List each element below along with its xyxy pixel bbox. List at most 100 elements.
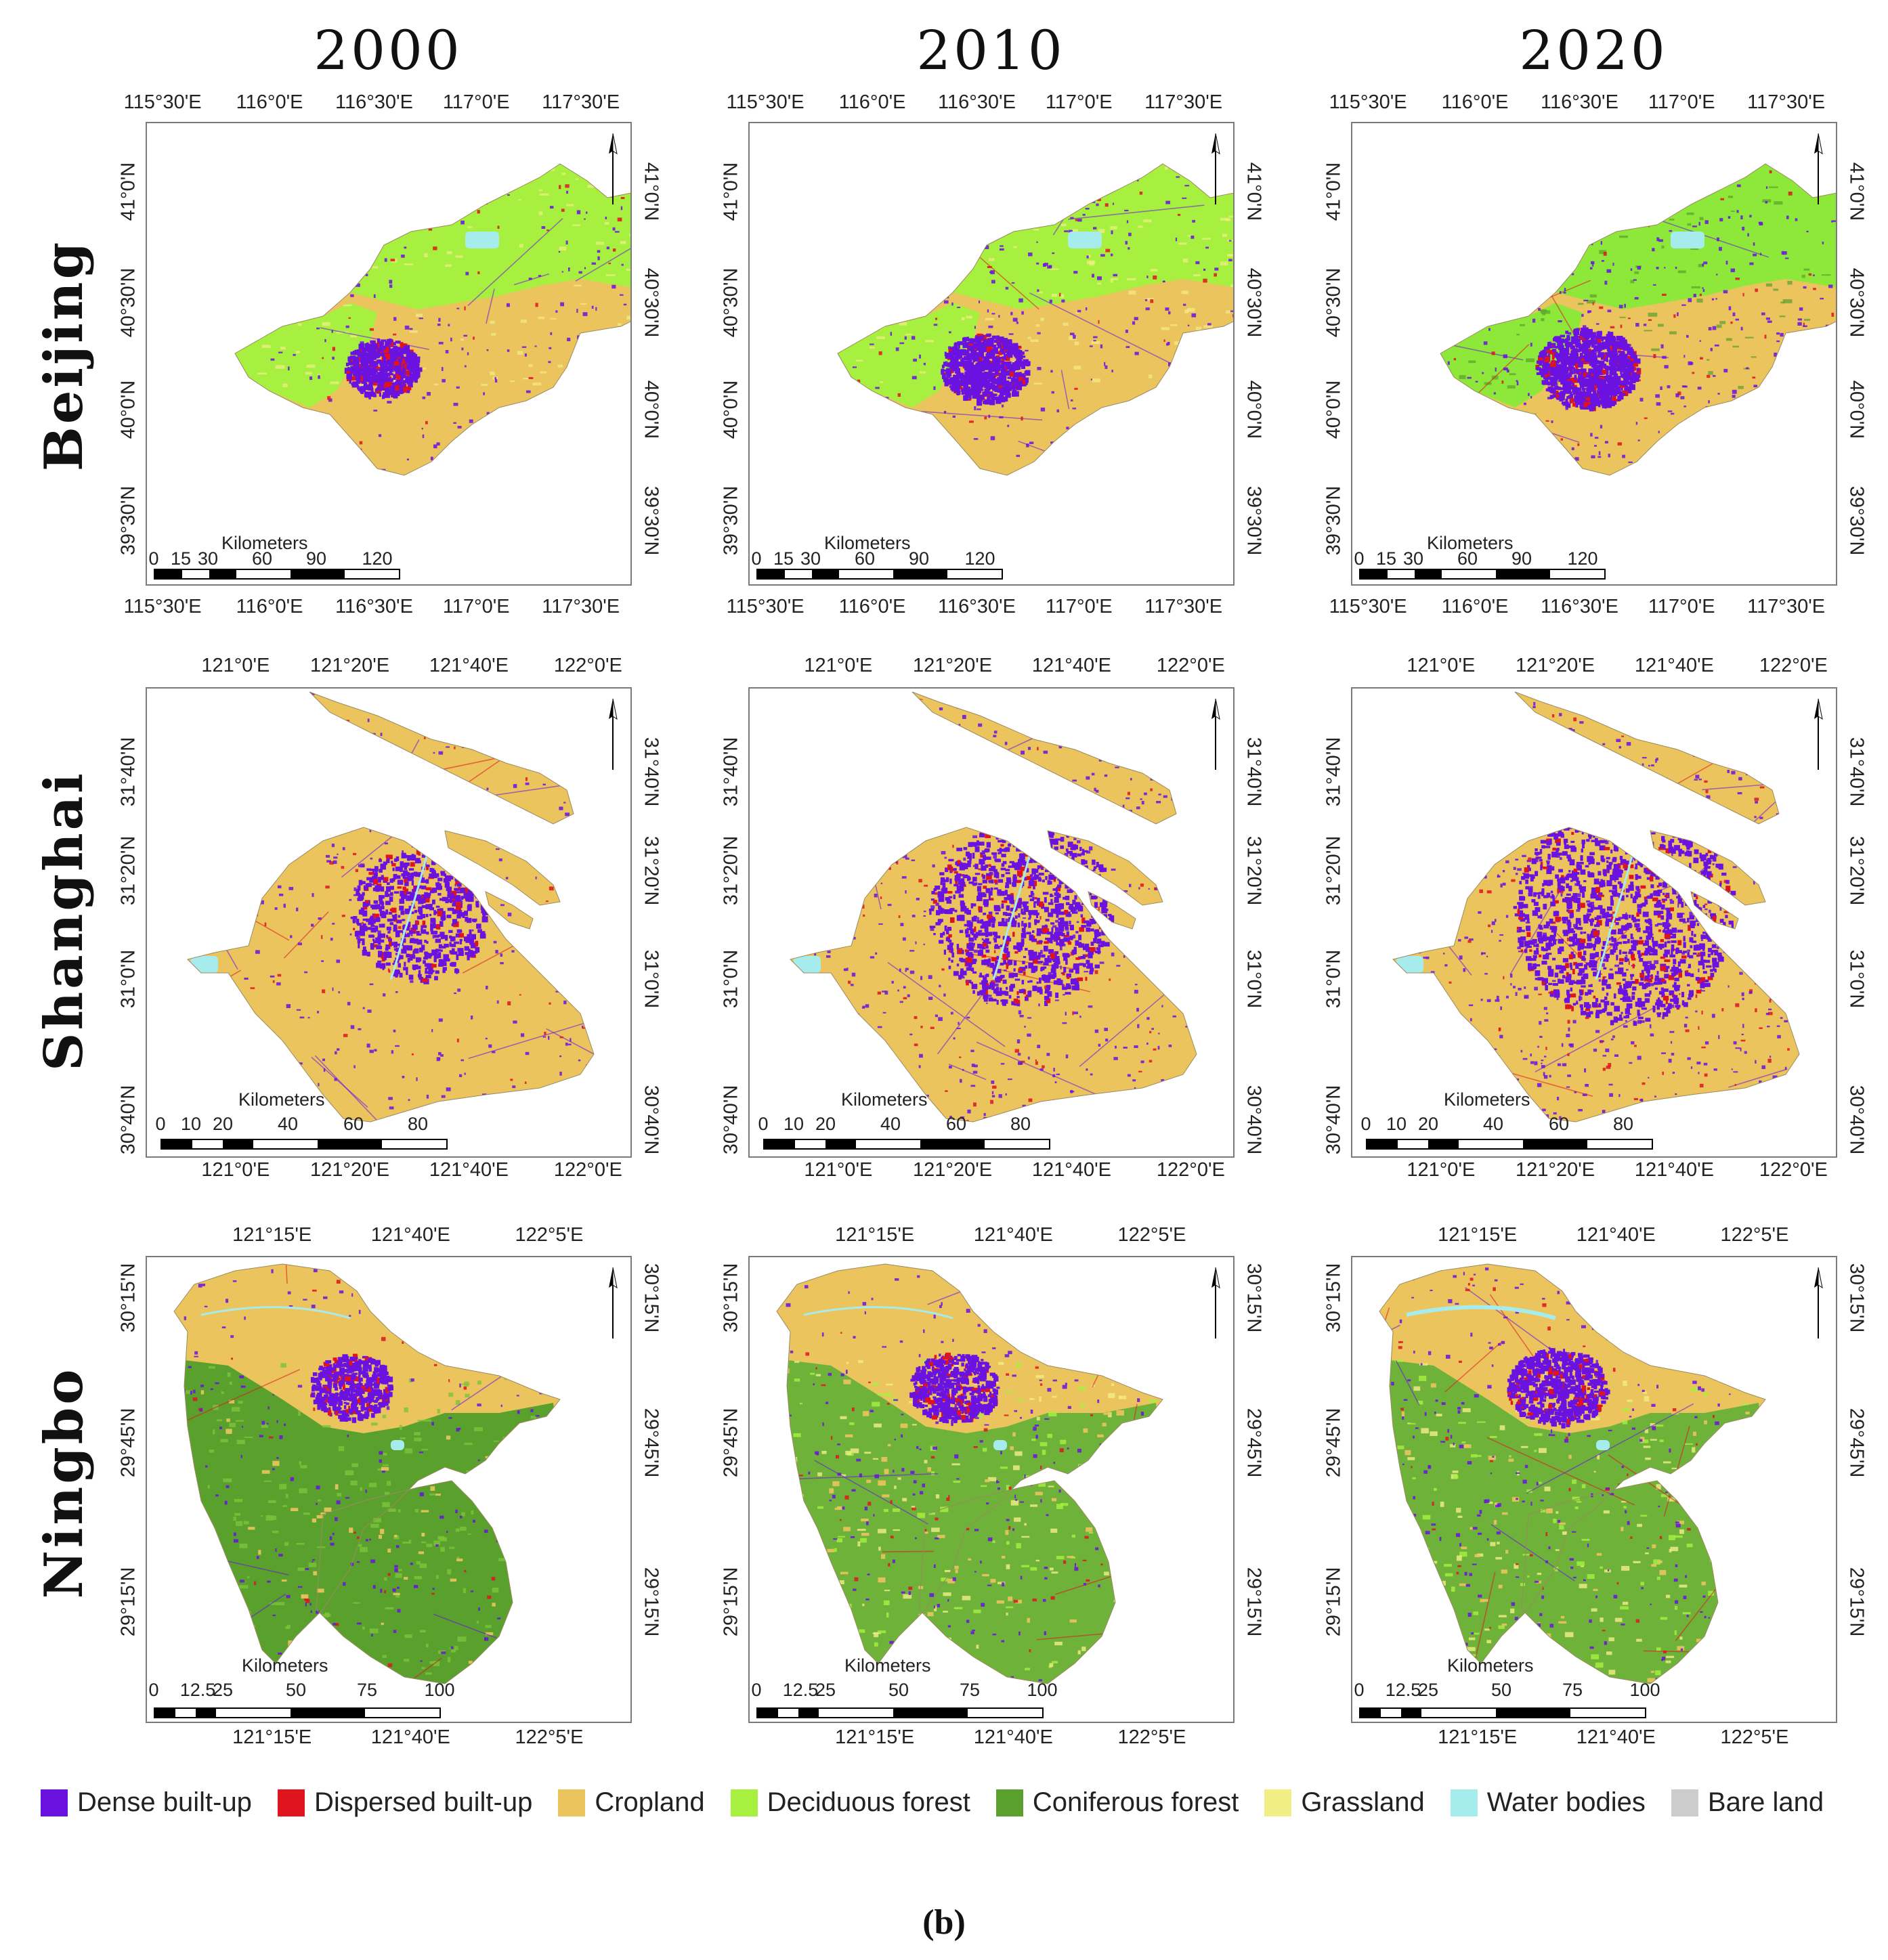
longitude-label-bottom: 121°40'E <box>1031 1159 1112 1181</box>
map-frame: Kilometers 0 15 30 60 90 120 <box>146 122 632 586</box>
scale-bar-tick: 50 <box>888 1680 909 1700</box>
longitude-label-bottom: 122°0'E <box>1156 1159 1225 1181</box>
longitude-label-top: 116°30'E <box>335 91 413 113</box>
scale-bar-segment <box>947 570 1002 578</box>
scale-bar-tick: 40 <box>1482 1114 1504 1134</box>
longitude-label-top: 121°20'E <box>912 655 993 676</box>
region-outline-beijing <box>234 163 630 476</box>
longitude-label-top: 122°0'E <box>553 655 622 676</box>
scale-bar-tick: 0 <box>1354 548 1365 569</box>
scale-bar-segment <box>1587 1140 1652 1148</box>
scale-bar-segment <box>839 570 893 578</box>
scale-bar-tick: 120 <box>1567 548 1598 569</box>
longitude-label-top: 117°30'E <box>1747 91 1826 113</box>
scale-bar-segment <box>382 1140 446 1148</box>
scale-bar-tick: 0 <box>1354 1680 1365 1700</box>
legend-swatch <box>995 1789 1023 1816</box>
scale-bar-tick: 15 <box>170 548 192 569</box>
longitude-label-top: 116°0'E <box>1441 91 1509 113</box>
land-cover-map <box>173 1263 561 1684</box>
legend-item-coniferous-forest: Coniferous forest <box>995 1787 1239 1818</box>
scale-bar-title: Kilometers <box>242 1655 328 1676</box>
scale-bar-tick: 40 <box>880 1114 901 1134</box>
region-outline-shanghai <box>790 691 1197 1123</box>
scale-bar-segment <box>893 570 947 578</box>
legend-label: Grassland <box>1301 1787 1425 1817</box>
scale-bar-segment <box>1415 570 1442 578</box>
longitude-label-bottom: 121°40'E <box>429 1159 509 1181</box>
scale-bar-segment <box>758 1709 778 1717</box>
longitude-label-bottom: 121°15'E <box>232 1726 312 1748</box>
longitude-label-top: 122°5'E <box>1720 1224 1789 1246</box>
longitude-label-top: 121°40'E <box>1031 655 1112 676</box>
latitude-label-right: 29°45'N <box>640 1408 662 1478</box>
scale-bar-tick: 90 <box>1511 548 1532 569</box>
north-arrow-icon <box>1814 699 1823 770</box>
latitude-label-left: 29°15'N <box>720 1567 742 1636</box>
land-cover-map <box>790 691 1197 1123</box>
scale-bar-tick: 50 <box>1490 1680 1512 1700</box>
longitude-label-top: 121°0'E <box>201 655 270 676</box>
longitude-label-bottom: 117°30'E <box>1144 596 1223 617</box>
longitude-label-bottom: 117°30'E <box>542 596 620 617</box>
longitude-label-bottom: 115°30'E <box>1329 596 1407 617</box>
latitude-label-right: 31°20'N <box>1243 835 1265 906</box>
latitude-label-left: 31°40'N <box>720 737 742 807</box>
scale-bar-tick: 90 <box>908 548 930 569</box>
longitude-label-bottom: 116°30'E <box>937 596 1016 617</box>
longitude-label-top: 121°15'E <box>1438 1224 1518 1246</box>
region-outline-beijing <box>1440 163 1836 476</box>
north-arrow-icon <box>1211 1267 1220 1338</box>
north-arrow-icon <box>1814 1267 1823 1338</box>
latitude-label-right: 31°0'N <box>1845 949 1868 1009</box>
scale-bar-tick: 12.5 <box>782 1680 819 1700</box>
scale-bar-segment <box>825 1140 856 1148</box>
legend-item-deciduous-forest: Deciduous forest <box>730 1787 970 1818</box>
longitude-label-top: 116°30'E <box>937 91 1016 113</box>
map-frame: Kilometers 0 15 30 60 90 120 <box>1351 122 1837 586</box>
latitude-label-left: 31°20'N <box>1323 835 1345 906</box>
scale-bar-segment <box>920 1140 985 1148</box>
longitude-label-top: 121°40'E <box>429 655 509 676</box>
longitude-label-bottom: 117°0'E <box>1045 596 1113 617</box>
land-cover-shanghai-2010 <box>790 692 1197 1122</box>
row-label-shanghai: Shanghai <box>33 770 95 1071</box>
longitude-label-top: 117°30'E <box>542 91 620 113</box>
scale-bar-tick: 30 <box>1402 548 1424 569</box>
latitude-label-right: 29°15'N <box>1845 1567 1868 1636</box>
latitude-label-right: 31°40'N <box>1845 737 1868 807</box>
legend-label: Coniferous forest <box>1032 1787 1239 1817</box>
latitude-label-left: 31°40'N <box>117 737 140 807</box>
scale-bar-tick: 40 <box>277 1114 299 1134</box>
latitude-label-left: 29°45'N <box>1323 1408 1345 1478</box>
scale-bar-title: Kilometers <box>824 533 911 553</box>
legend-label: Dispersed built-up <box>314 1787 533 1817</box>
scale-bar-segment <box>1496 1709 1570 1717</box>
longitude-label-bottom: 121°20'E <box>309 1159 390 1181</box>
legend-label: Bare land <box>1707 1787 1824 1817</box>
scale-bar-segment <box>162 1140 192 1148</box>
legend-label: Deciduous forest <box>767 1787 970 1817</box>
caption-text: (b) <box>922 1903 966 1942</box>
legend-swatch <box>730 1789 758 1816</box>
north-arrow-icon <box>1211 133 1220 204</box>
longitude-label-bottom: 117°30'E <box>1747 596 1826 617</box>
longitude-label-top: 116°0'E <box>838 91 906 113</box>
latitude-label-left: 40°0'N <box>720 380 742 439</box>
scale-bar-segment <box>318 1140 382 1148</box>
longitude-label-top: 122°0'E <box>1156 655 1225 676</box>
scale-bar-segment <box>209 570 236 578</box>
scale-bar-segment <box>1360 1709 1381 1717</box>
scale-bar-title: Kilometers <box>221 533 308 553</box>
longitude-label-bottom: 122°5'E <box>515 1726 584 1748</box>
scale-bar-segment <box>223 1140 253 1148</box>
latitude-label-right: 39°30'N <box>1243 485 1265 556</box>
scale-bar-segment <box>1459 1140 1523 1148</box>
latitude-label-right: 30°40'N <box>1845 1085 1868 1155</box>
scale-bar-tick: 120 <box>964 548 995 569</box>
legend-item-dense-built-up: Dense built-up <box>41 1787 252 1818</box>
latitude-label-right: 40°0'N <box>1845 380 1868 439</box>
land-cover-shanghai-2020 <box>1393 692 1799 1122</box>
latitude-label-left: 31°0'N <box>117 949 140 1009</box>
legend-item-water-bodies: Water bodies <box>1450 1787 1646 1818</box>
